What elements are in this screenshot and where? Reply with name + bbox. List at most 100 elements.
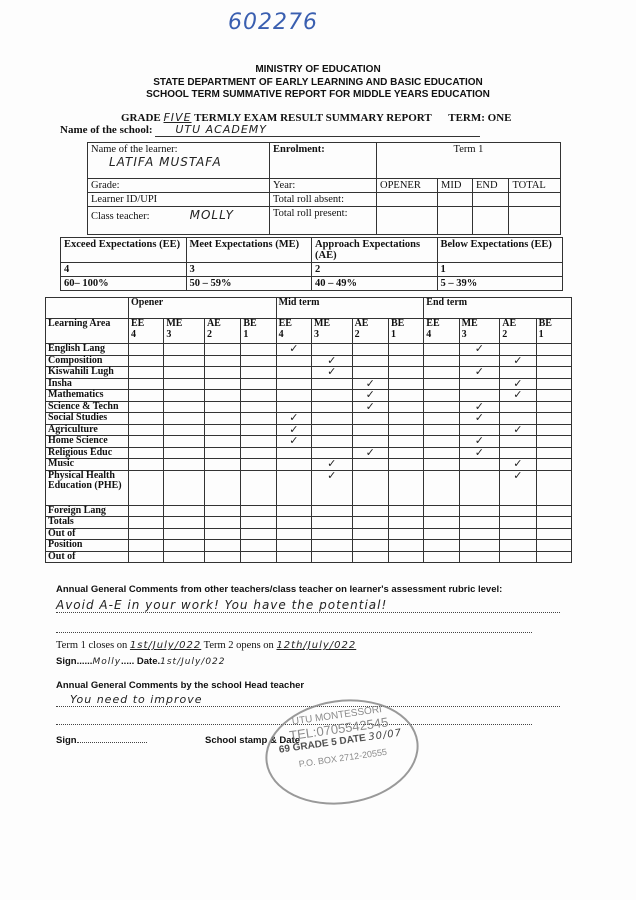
end-ae-cell: ✓ <box>499 469 537 506</box>
rubric-label: Approach Expectations (AE) <box>311 237 438 263</box>
mid-ee-cell <box>275 469 312 506</box>
table-row: Agriculture ✓ ✓ <box>45 422 573 436</box>
teacher-sign-row: Sign......Molly..... Date.1st/July/022 <box>56 656 226 667</box>
rubric-row: 60– 100% 50 – 59% 40 – 49% 5 – 39% <box>60 276 563 291</box>
level-header-row: Learning Area EE 4 ME 3 AE 2 BE 1 EE 4 ME 3 AE … <box>45 318 573 344</box>
learning-area: Composition <box>45 354 129 367</box>
mid-be-cell <box>387 435 425 448</box>
mid-be-cell <box>387 504 425 517</box>
end-ee-cell <box>423 354 460 367</box>
rubric-score: 3 <box>185 262 312 277</box>
opener-ee-cell <box>127 469 165 506</box>
mid-ae-cell <box>351 469 389 506</box>
level-header: AE 2 <box>351 318 389 344</box>
level-header: EE 4 <box>423 318 460 344</box>
learning-area: Social Studies <box>45 412 129 425</box>
term2-open-value: 12th/July/022 <box>276 640 357 651</box>
learning-area: English Lang <box>45 343 129 356</box>
end-ee-cell <box>423 377 460 390</box>
mid-ee-cell <box>275 527 312 540</box>
mid-ee-cell <box>275 539 312 552</box>
mid-be-cell <box>387 550 425 563</box>
opener-me-cell <box>163 539 205 552</box>
rubric-label: Below Expectations (EE) <box>436 237 563 263</box>
learning-area: Totals <box>45 516 129 529</box>
mid-be-cell <box>387 539 425 552</box>
check-mark-icon: ✓ <box>513 388 523 401</box>
opener-ee-cell <box>127 423 165 436</box>
mid-ee-cell: ✓ <box>275 435 312 448</box>
period-header: Opener <box>128 297 277 319</box>
end-ee-cell <box>423 343 460 356</box>
check-mark-icon: ✓ <box>327 457 337 470</box>
period-header-row: Opener Mid term End term <box>45 297 572 319</box>
opener-ae-cell <box>203 527 242 540</box>
mid-me-cell <box>310 435 353 448</box>
mid-be-cell <box>387 469 425 506</box>
teacher-comment-value: Avoid A-E in your work! You have the pot… <box>56 598 560 613</box>
learning-area: Mathematics <box>45 389 129 402</box>
opener-ae-cell <box>203 458 242 471</box>
learning-area: Religious Educ <box>45 446 129 459</box>
end-be-cell <box>535 343 573 356</box>
check-mark-icon: ✓ <box>365 376 375 390</box>
mid-me-cell <box>310 389 353 402</box>
end-me-cell: ✓ <box>458 447 501 459</box>
opener-me-cell <box>163 550 205 563</box>
mid-ee-cell: ✓ <box>275 412 312 425</box>
opener-me-cell <box>163 469 205 506</box>
mid-ee-cell: ✓ <box>275 343 312 356</box>
sign-date-value: 1st/July/022 <box>160 657 226 667</box>
term-header: Term 1 <box>376 142 561 179</box>
mid-be-cell <box>387 343 425 356</box>
level-header: EE 4 <box>127 318 165 344</box>
opener-ae-cell <box>203 377 242 390</box>
roll-absent-label: Total roll absent: <box>269 192 377 207</box>
end-me-cell <box>458 377 501 390</box>
school-label: Name of the school: <box>60 124 153 136</box>
mid-be-cell <box>387 354 425 367</box>
document-number: 602276 <box>228 10 318 35</box>
rubric-label: Meet Expectations (ME) <box>185 237 312 263</box>
mid-ae-cell: ✓ <box>351 401 389 413</box>
mid-be-cell <box>387 366 425 379</box>
mid-be-cell <box>387 377 425 390</box>
check-mark-icon: ✓ <box>474 434 485 447</box>
opener-ee-cell <box>127 435 165 448</box>
table-row: Kiswahili Lugh ✓ ✓ <box>45 365 573 379</box>
learner-name-value: LATIFA MUSTAFA <box>109 155 222 169</box>
learner-name-label: Name of the learner: <box>91 144 178 155</box>
school-name-row: Name of the school: UTU ACADEMY <box>60 123 481 137</box>
end-me-cell <box>458 458 501 471</box>
opener-be-cell <box>240 527 277 540</box>
opener-me-cell <box>163 458 205 471</box>
mid-ae-cell <box>351 458 389 471</box>
opener-ae-cell <box>203 504 242 517</box>
term-col-total: TOTAL <box>508 178 561 193</box>
class-teacher-value: MOLLY <box>189 208 234 222</box>
end-be-cell <box>535 400 573 413</box>
table-row: English Lang ✓ ✓ <box>45 343 573 356</box>
end-be-cell <box>535 458 573 471</box>
check-mark-icon: ✓ <box>513 422 523 436</box>
learner-info-table: Name of the learner: LATIFA MUSTAFA Enrol… <box>87 142 561 235</box>
opener-me-cell <box>163 389 205 402</box>
table-row: Social Studies ✓ ✓ <box>45 412 573 425</box>
end-me-cell <box>458 504 501 517</box>
opener-ee-cell <box>127 400 165 413</box>
end-me-cell <box>458 516 501 529</box>
grade-label: GRADE <box>121 112 161 124</box>
mid-ee-cell <box>275 377 312 390</box>
rubric-range: 5 – 39% <box>436 276 563 291</box>
table-row: Out of <box>45 527 573 540</box>
end-ae-cell: ✓ <box>499 355 537 367</box>
end-me-cell: ✓ <box>458 365 501 379</box>
term1-close-label: Term 1 closes on <box>56 640 128 651</box>
end-ee-cell <box>423 412 460 425</box>
learning-area: Music <box>45 458 129 471</box>
check-mark-icon: ✓ <box>474 365 485 378</box>
end-ee-cell <box>423 504 460 517</box>
end-ae-cell <box>499 516 537 529</box>
